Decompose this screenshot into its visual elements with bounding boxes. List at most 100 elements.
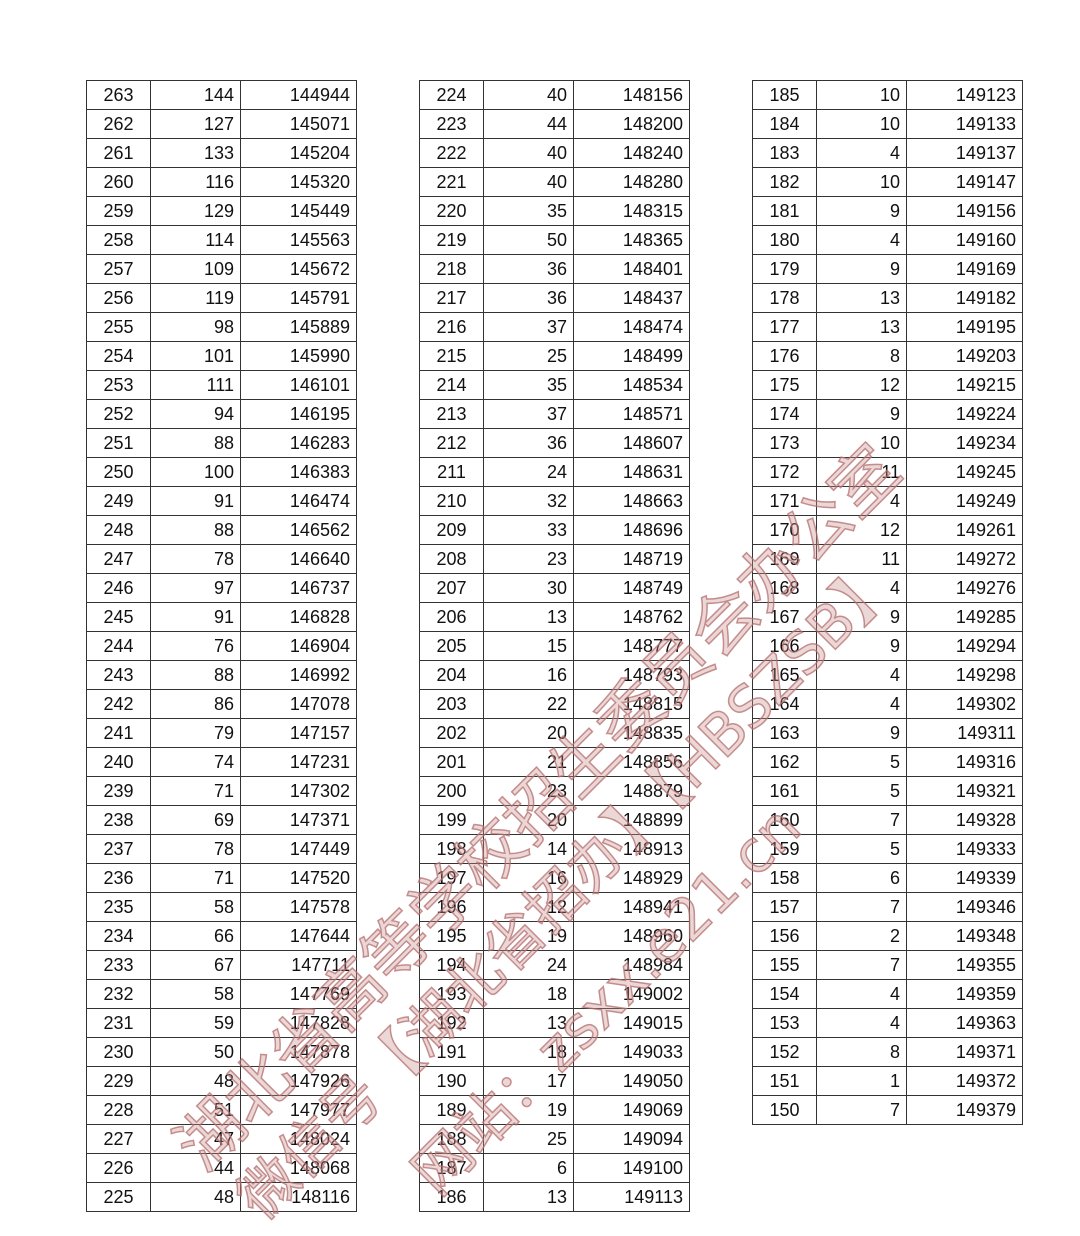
score-cell: 174 — [752, 399, 817, 429]
score-cell: 206 — [419, 602, 484, 632]
cumulative-cell: 148116 — [240, 1182, 357, 1212]
count-cell: 9 — [816, 718, 907, 748]
table-row: 252 94 146195 — [86, 399, 357, 429]
table-row: 182 10 149147 — [752, 167, 1023, 197]
cumulative-cell: 148879 — [573, 776, 690, 806]
cumulative-cell: 149224 — [906, 399, 1023, 429]
table-row: 183 4 149137 — [752, 138, 1023, 168]
cumulative-cell: 148960 — [573, 921, 690, 951]
cumulative-cell: 149348 — [906, 921, 1023, 951]
cumulative-cell: 146474 — [240, 486, 357, 516]
cumulative-cell: 149276 — [906, 573, 1023, 603]
table-row: 244 76 146904 — [86, 631, 357, 661]
count-cell: 9 — [816, 254, 907, 284]
score-cell: 257 — [86, 254, 151, 284]
table-row: 213 37 148571 — [419, 399, 690, 429]
count-cell: 91 — [150, 602, 241, 632]
cumulative-cell: 149321 — [906, 776, 1023, 806]
cumulative-cell: 148571 — [573, 399, 690, 429]
table-row: 196 12 148941 — [419, 892, 690, 922]
cumulative-cell: 149245 — [906, 457, 1023, 487]
table-row: 163 9 149311 — [752, 718, 1023, 748]
cumulative-cell: 145563 — [240, 225, 357, 255]
table-row: 167 9 149285 — [752, 602, 1023, 632]
table-row: 246 97 146737 — [86, 573, 357, 603]
table-row: 216 37 148474 — [419, 312, 690, 342]
count-cell: 101 — [150, 341, 241, 371]
score-cell: 179 — [752, 254, 817, 284]
count-cell: 40 — [483, 80, 574, 110]
score-cell: 167 — [752, 602, 817, 632]
score-cell: 181 — [752, 196, 817, 226]
table-row: 249 91 146474 — [86, 486, 357, 516]
table-row: 233 67 147711 — [86, 950, 357, 980]
score-cell: 230 — [86, 1037, 151, 1067]
table-row: 260 116 145320 — [86, 167, 357, 197]
cumulative-cell: 149050 — [573, 1066, 690, 1096]
score-cell: 211 — [419, 457, 484, 487]
table-row: 263 144 144944 — [86, 80, 357, 110]
count-cell: 48 — [150, 1182, 241, 1212]
cumulative-cell: 148365 — [573, 225, 690, 255]
table-row: 174 9 149224 — [752, 399, 1023, 429]
score-table-3: 185 10 149123 184 10 149133 183 4 149137 182 10 149… — [752, 80, 1023, 1125]
cumulative-cell: 146283 — [240, 428, 357, 458]
table-row: 157 7 149346 — [752, 892, 1023, 922]
count-cell: 9 — [816, 602, 907, 632]
cumulative-cell: 148437 — [573, 283, 690, 313]
score-cell: 237 — [86, 834, 151, 864]
score-cell: 247 — [86, 544, 151, 574]
score-cell: 245 — [86, 602, 151, 632]
table-row: 214 35 148534 — [419, 370, 690, 400]
count-cell: 12 — [483, 892, 574, 922]
count-cell: 5 — [816, 776, 907, 806]
score-cell: 236 — [86, 863, 151, 893]
table-row: 170 12 149261 — [752, 515, 1023, 545]
count-cell: 25 — [483, 1124, 574, 1154]
score-cell: 176 — [752, 341, 817, 371]
cumulative-cell: 146383 — [240, 457, 357, 487]
cumulative-cell: 147520 — [240, 863, 357, 893]
count-cell: 2 — [816, 921, 907, 951]
score-cell: 155 — [752, 950, 817, 980]
table-row: 177 13 149195 — [752, 312, 1023, 342]
cumulative-cell: 144944 — [240, 80, 357, 110]
score-cell: 229 — [86, 1066, 151, 1096]
cumulative-cell: 147878 — [240, 1037, 357, 1067]
cumulative-cell: 148474 — [573, 312, 690, 342]
cumulative-cell: 148719 — [573, 544, 690, 574]
table-row: 226 44 148068 — [86, 1153, 357, 1183]
score-cell: 182 — [752, 167, 817, 197]
cumulative-cell: 149261 — [906, 515, 1023, 545]
score-cell: 231 — [86, 1008, 151, 1038]
count-cell: 13 — [483, 1008, 574, 1038]
cumulative-cell: 147977 — [240, 1095, 357, 1125]
count-cell: 10 — [816, 109, 907, 139]
count-cell: 4 — [816, 573, 907, 603]
count-cell: 4 — [816, 689, 907, 719]
table-row: 179 9 149169 — [752, 254, 1023, 284]
count-cell: 71 — [150, 776, 241, 806]
score-cell: 175 — [752, 370, 817, 400]
cumulative-cell: 148913 — [573, 834, 690, 864]
count-cell: 71 — [150, 863, 241, 893]
score-cell: 239 — [86, 776, 151, 806]
cumulative-cell: 147302 — [240, 776, 357, 806]
count-cell: 94 — [150, 399, 241, 429]
table-row: 164 4 149302 — [752, 689, 1023, 719]
cumulative-cell: 146992 — [240, 660, 357, 690]
table-row: 254 101 145990 — [86, 341, 357, 371]
table-row: 154 4 149359 — [752, 979, 1023, 1009]
count-cell: 10 — [816, 80, 907, 110]
cumulative-cell: 149203 — [906, 341, 1023, 371]
table-row: 238 69 147371 — [86, 805, 357, 835]
count-cell: 13 — [483, 602, 574, 632]
score-cell: 253 — [86, 370, 151, 400]
cumulative-cell: 146828 — [240, 602, 357, 632]
score-cell: 232 — [86, 979, 151, 1009]
table-row: 242 86 147078 — [86, 689, 357, 719]
table-row: 210 32 148663 — [419, 486, 690, 516]
table-row: 166 9 149294 — [752, 631, 1023, 661]
count-cell: 4 — [816, 660, 907, 690]
score-cell: 170 — [752, 515, 817, 545]
